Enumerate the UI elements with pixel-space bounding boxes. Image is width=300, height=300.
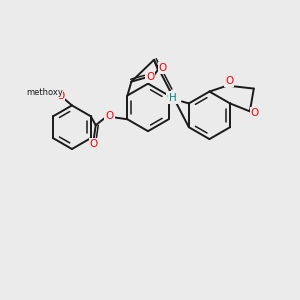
Text: O: O: [251, 108, 259, 118]
Text: O: O: [225, 76, 233, 85]
Text: methoxy: methoxy: [26, 88, 63, 97]
Text: O: O: [159, 63, 167, 73]
Text: O: O: [146, 72, 154, 82]
Text: O: O: [90, 139, 98, 149]
Text: H: H: [169, 93, 177, 103]
Text: O: O: [106, 111, 114, 121]
Text: O: O: [56, 91, 64, 100]
Text: Cl: Cl: [167, 92, 177, 103]
